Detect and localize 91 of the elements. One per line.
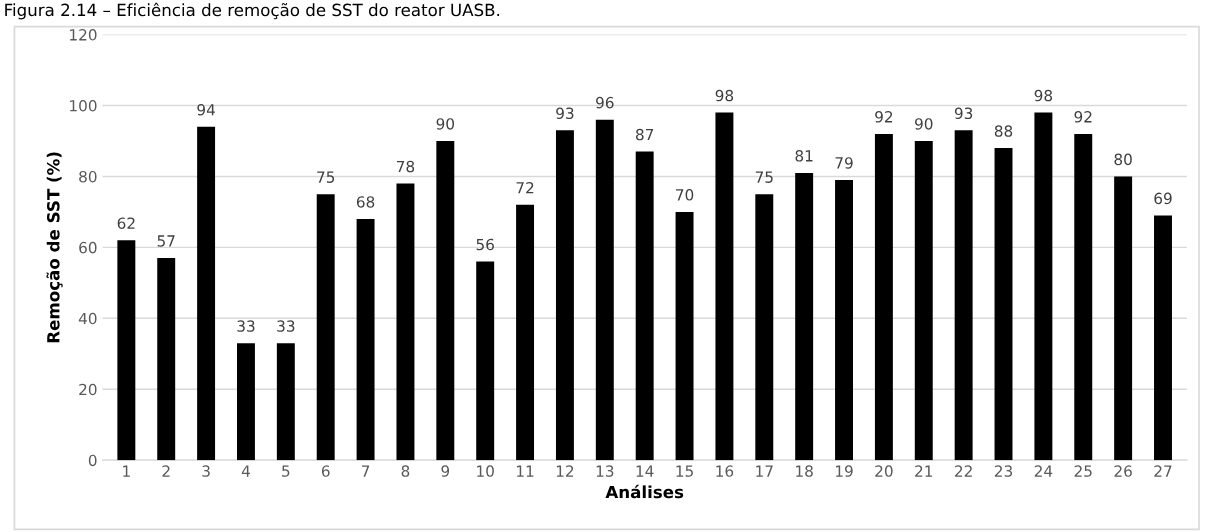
y-tick-label: 0: [88, 454, 97, 467]
x-tick-label: 25: [1074, 465, 1092, 477]
data-label: 68: [356, 196, 375, 208]
x-tick-label: 13: [596, 465, 614, 477]
x-tick-label: 10: [477, 465, 494, 477]
data-label: 98: [715, 89, 734, 102]
data-label: 70: [676, 189, 694, 201]
bar: [835, 179, 853, 461]
bar: [276, 343, 295, 461]
data-label: 88: [994, 125, 1013, 137]
bar: [874, 133, 893, 461]
x-tick-label: 6: [321, 465, 330, 477]
x-tick-label: 14: [636, 465, 654, 477]
bar: [1034, 112, 1053, 461]
data-label: 33: [237, 320, 255, 332]
data-label: 62: [117, 217, 135, 229]
data-label: 87: [635, 128, 654, 141]
bar: [914, 140, 933, 461]
bar: [1074, 133, 1093, 461]
x-tick-label: 26: [1114, 465, 1132, 477]
data-label: 98: [1034, 89, 1053, 102]
data-label: 79: [835, 157, 853, 169]
bar: [954, 130, 973, 461]
bar: [157, 258, 176, 461]
data-label: 78: [396, 160, 415, 173]
bar: [516, 204, 535, 461]
bar: [715, 112, 734, 461]
bar: [1114, 176, 1133, 461]
bar: [236, 343, 255, 461]
data-label: 75: [317, 171, 335, 183]
data-label: 96: [596, 96, 614, 109]
data-label: 80: [1114, 153, 1132, 166]
bar: [675, 211, 694, 461]
chart-title: Figura 2.14 – Eficiência de remoção de SST do reator UASB.: [5, 2, 500, 20]
bar: [595, 119, 614, 461]
y-tick-label: 60: [79, 241, 97, 254]
y-axis-title: Remoção de SST (%): [46, 152, 63, 343]
x-tick-label: 19: [835, 465, 853, 477]
x-tick-label: 22: [955, 465, 972, 477]
y-tick-label: 100: [70, 99, 97, 112]
bar: [476, 261, 495, 461]
x-tick-label: 7: [361, 465, 370, 477]
data-label: 90: [436, 118, 455, 130]
x-tick-label: 2: [162, 465, 170, 477]
y-tick-label: 20: [79, 383, 97, 396]
data-label: 69: [1154, 192, 1172, 205]
data-label: 90: [915, 118, 933, 130]
bar: [1154, 215, 1172, 461]
data-label: 94: [197, 103, 215, 116]
x-tick-label: 16: [716, 465, 734, 477]
x-tick-label: 17: [756, 465, 773, 477]
bar: [316, 194, 335, 461]
x-tick-label: 1: [123, 465, 130, 477]
bar: [635, 151, 654, 461]
data-label: 56: [476, 238, 494, 251]
bar: [555, 130, 574, 461]
bar: [436, 140, 455, 461]
x-tick-label: 20: [875, 465, 893, 477]
x-tick-label: 15: [676, 465, 693, 477]
data-label: 93: [954, 107, 973, 120]
y-tick-label: 120: [70, 29, 97, 41]
x-tick-label: 9: [441, 465, 450, 477]
bar: [197, 126, 216, 461]
x-tick-label: 21: [915, 465, 933, 477]
x-tick-label: 4: [241, 465, 250, 477]
bar: [755, 194, 774, 461]
x-tick-label: 27: [1154, 465, 1172, 477]
x-tick-label: 3: [202, 465, 210, 477]
data-label: 33: [277, 320, 295, 332]
x-tick-label: 23: [994, 465, 1013, 477]
bar: [356, 219, 375, 461]
x-tick-label: 12: [556, 465, 574, 477]
data-label: 57: [157, 235, 175, 247]
bar: [117, 240, 136, 461]
y-tick-label: 80: [79, 170, 97, 183]
bar: [396, 183, 415, 461]
bar: [994, 148, 1013, 461]
x-tick-label: 24: [1034, 465, 1053, 477]
y-tick-label: 40: [78, 312, 97, 325]
x-tick-label: 5: [282, 465, 290, 477]
data-label: 81: [795, 150, 813, 162]
data-label: 72: [516, 181, 534, 194]
x-tick-label: 18: [796, 465, 813, 477]
data-label: 92: [875, 111, 893, 123]
x-axis-title: Análises: [605, 484, 684, 499]
data-label: 75: [755, 171, 773, 183]
x-tick-label: 8: [401, 465, 410, 477]
x-tick-label: 11: [517, 465, 534, 477]
data-label: 92: [1074, 111, 1092, 123]
bar: [795, 172, 814, 461]
data-label: 93: [556, 107, 574, 120]
